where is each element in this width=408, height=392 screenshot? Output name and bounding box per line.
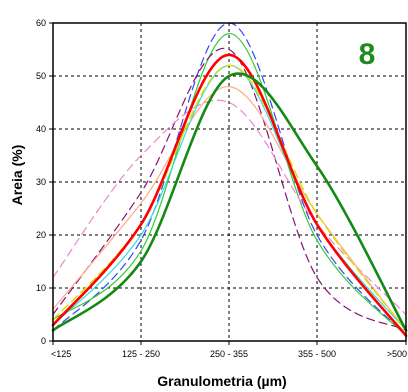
y-tick-labels: 0 10 20 30 40 50 60	[36, 18, 46, 346]
y-tick-label: 50	[36, 71, 46, 81]
series-line-6	[52, 99, 407, 316]
y-tick-label: 0	[41, 336, 46, 346]
x-tick-label: <125	[51, 349, 71, 359]
series-line-5	[52, 47, 407, 331]
y-tick-label: 60	[36, 18, 46, 28]
series-lines	[51, 22, 408, 337]
grid	[53, 23, 406, 341]
x-tick-label: 250 - 355	[210, 349, 248, 359]
y-tick-label: 10	[36, 283, 46, 293]
series-line-1	[51, 53, 408, 337]
x-tick-label: 125 - 250	[122, 349, 160, 359]
x-tick-label: >500	[387, 349, 407, 359]
x-tick-labels: <125 125 - 250 250 - 355 355 - 500 >500	[51, 349, 407, 359]
series-line-8	[52, 85, 407, 331]
y-tick-label: 20	[36, 230, 46, 240]
x-tick-label: 355 - 500	[298, 349, 336, 359]
panel-number: 8	[359, 38, 376, 71]
y-tick-label: 40	[36, 124, 46, 134]
series-line-4	[52, 32, 407, 337]
y-tick-label: 30	[36, 177, 46, 187]
y-axis-title: Areia (%)	[9, 145, 25, 206]
x-axis-title: Granulometria (µm)	[157, 373, 286, 389]
series-line-2	[51, 72, 408, 332]
axes	[49, 22, 407, 345]
